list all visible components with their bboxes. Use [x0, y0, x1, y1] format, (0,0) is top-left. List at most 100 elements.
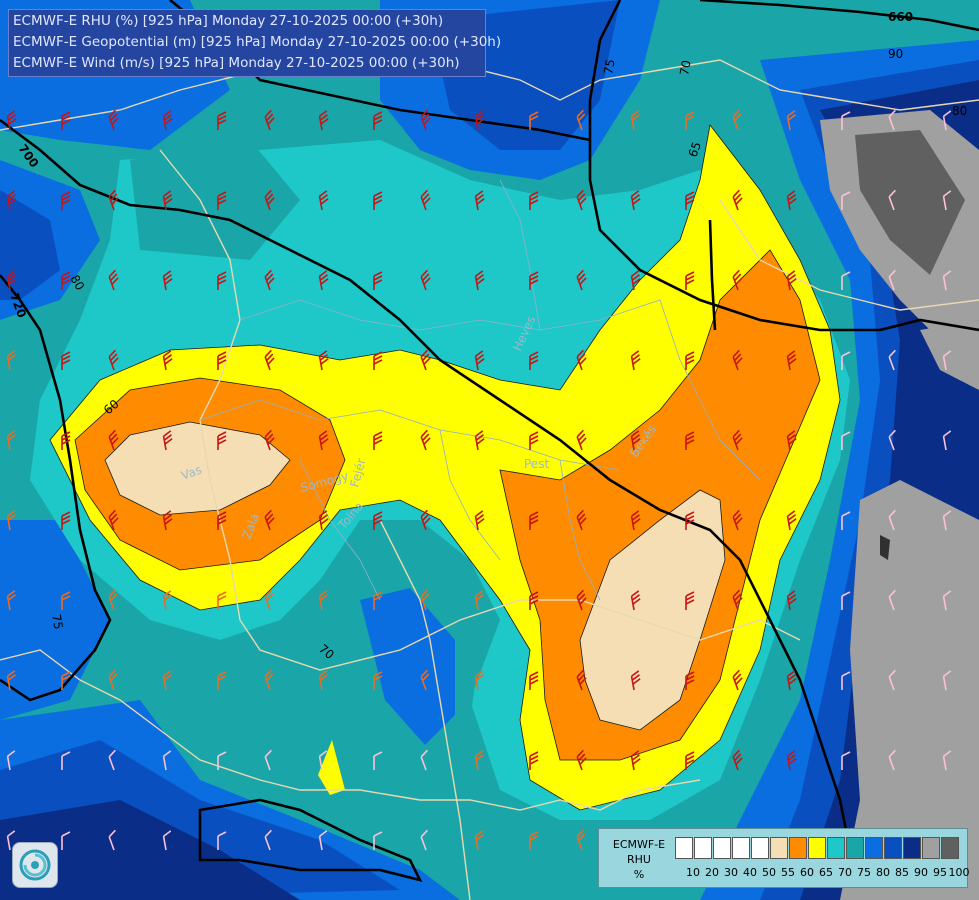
- wind-barb: [942, 750, 952, 771]
- wind-barb: [318, 190, 329, 211]
- legend-swatch: [732, 837, 750, 859]
- wind-barb: [61, 671, 71, 690]
- legend-tick: 80: [876, 866, 890, 879]
- legend-tick: 95: [933, 866, 947, 879]
- legend-title-unit: %: [633, 868, 645, 881]
- wind-barb: [630, 590, 641, 611]
- wind-barb: [888, 429, 896, 451]
- wind-barb: [685, 671, 695, 690]
- legend-tick: 30: [724, 866, 738, 879]
- wind-barb: [61, 831, 71, 850]
- legend-tick: 65: [819, 866, 833, 879]
- wind-barb: [732, 749, 743, 771]
- legend-swatch: [884, 837, 902, 859]
- wind-barb: [264, 349, 275, 371]
- wind-barb: [732, 349, 743, 371]
- wind-barb: [576, 269, 587, 291]
- wind-barb: [420, 669, 430, 691]
- wind-barb: [786, 670, 797, 691]
- wind-barb: [529, 831, 539, 850]
- wind-barb: [474, 590, 484, 611]
- wind-barb: [732, 189, 743, 211]
- header-rhu-line: ECMWF-E RHU (%) [925 hPa] Monday 27-10-2…: [13, 13, 444, 29]
- wind-barb: [576, 109, 586, 131]
- wind-barb: [732, 509, 743, 531]
- label-rh-80b: 80: [952, 104, 967, 118]
- header-wind-line: ECMWF-E Wind (m/s) [925 hPa] Monday 27-1…: [13, 55, 460, 71]
- wind-barb: [217, 751, 227, 770]
- wind-barb: [786, 110, 796, 131]
- wind-barb: [108, 749, 116, 771]
- wind-barb: [888, 589, 896, 611]
- wind-barb: [576, 669, 587, 691]
- legend-swatch: [922, 837, 940, 859]
- rhu-legend: ECMWF-E RHU % 10 20 30 40 50 55 60 65 70 75 80 85 90…: [598, 828, 970, 888]
- legend-swatch: [941, 837, 959, 859]
- wind-barb: [474, 350, 485, 371]
- wind-barb: [576, 509, 587, 531]
- wind-barb: [264, 509, 275, 531]
- wind-barb: [732, 669, 743, 691]
- wind-barb: [264, 669, 274, 691]
- label-rh-75a: 75: [601, 58, 617, 75]
- legend-swatch: [770, 837, 788, 859]
- label-660: 660: [888, 10, 913, 24]
- wind-barb: [474, 830, 484, 851]
- wind-barb: [162, 590, 172, 611]
- wind-barb: [942, 190, 952, 211]
- label-rh-70a: 70: [677, 59, 693, 76]
- wind-barb: [373, 351, 383, 370]
- map-header: ECMWF-E RHU (%) [925 hPa] Monday 27-10-2…: [8, 9, 501, 77]
- wind-barb: [942, 590, 952, 611]
- wind-barb: [318, 110, 329, 131]
- legend-swatch: [675, 837, 693, 859]
- wind-barb: [474, 670, 484, 691]
- legend-swatch: [827, 837, 845, 859]
- wind-barb: [786, 350, 797, 371]
- county-borders: [199, 179, 761, 601]
- wind-barb: [529, 271, 539, 290]
- legend-tick: 10: [686, 866, 700, 879]
- wind-barb: [6, 430, 16, 451]
- wind-barb: [942, 270, 952, 291]
- wind-barb: [108, 829, 116, 851]
- wind-barb: [841, 751, 851, 770]
- legend-title: ECMWF-E RHU %: [605, 837, 673, 882]
- legend-tick: 40: [743, 866, 757, 879]
- wind-barb: [61, 511, 71, 530]
- wind-barb: [318, 750, 328, 771]
- legend-tick: 90: [914, 866, 928, 879]
- wind-barb: [61, 431, 71, 450]
- wind-barb: [108, 589, 118, 611]
- legend-tick: 85: [895, 866, 909, 879]
- wind-barb: [373, 191, 383, 210]
- wind-barb: [264, 829, 272, 851]
- rh-contour-lines: [49, 124, 841, 811]
- wind-barb: [529, 511, 539, 530]
- wind-barb: [888, 269, 896, 291]
- wind-barb: [685, 111, 695, 130]
- wind-barb: [942, 670, 952, 691]
- wind-barb: [888, 669, 896, 691]
- wind-barb: [841, 271, 851, 290]
- wind-barb: [576, 829, 586, 851]
- wind-barb: [942, 430, 952, 451]
- wind-barb: [217, 271, 227, 290]
- wind-barb: [630, 270, 641, 291]
- wind-barb: [685, 351, 695, 370]
- legend-tick: 55: [781, 866, 795, 879]
- wind-barb: [318, 510, 329, 531]
- wind-barb: [162, 350, 173, 371]
- wind-barb: [61, 271, 71, 290]
- wind-barb: [420, 509, 431, 531]
- wind-barb: [373, 271, 383, 290]
- wind-barb: [318, 350, 329, 371]
- wind-barb: [474, 750, 484, 771]
- wind-barb: [685, 591, 695, 610]
- rh-100-regions: [855, 130, 965, 560]
- wind-barb: [217, 671, 227, 690]
- legend-tick: 75: [857, 866, 871, 879]
- wind-barb: [373, 591, 383, 610]
- legend-swatch: [903, 837, 921, 859]
